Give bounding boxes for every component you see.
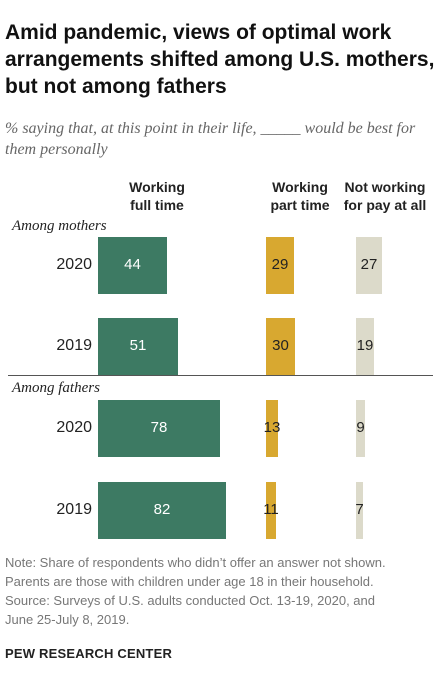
data-label: 9: [356, 419, 365, 436]
data-label: 44: [124, 256, 141, 273]
year-label: 2019: [56, 337, 92, 354]
chart-title: Amid pandemic, views of optimal work arr…: [5, 21, 435, 98]
data-label: 19: [356, 337, 374, 354]
column-header: Not working for pay at all: [343, 179, 427, 213]
bar: [356, 318, 374, 375]
year-label: 2020: [56, 419, 92, 436]
bar: [98, 237, 167, 294]
chart-notes: Note: Share of respondents who didn’t of…: [5, 553, 440, 629]
data-label: 30: [272, 337, 289, 354]
bar: [266, 400, 278, 457]
bar: [266, 482, 276, 539]
bar: [356, 237, 382, 294]
data-label: 29: [271, 256, 289, 273]
group-label: Among mothers: [12, 218, 107, 234]
group-label: Among fathers: [12, 380, 100, 396]
bar: [98, 400, 220, 457]
data-label: 13: [263, 419, 281, 436]
bar: [98, 482, 226, 539]
data-label: 82: [153, 501, 171, 518]
column-header: Working full time: [129, 179, 185, 213]
bar: [356, 482, 363, 539]
data-label: 11: [263, 501, 279, 518]
year-label: 2019: [56, 501, 92, 518]
chart-subtitle: % saying that, at this point in their li…: [5, 120, 416, 158]
group-divider: [8, 375, 433, 376]
data-label: 51: [129, 337, 147, 354]
pew-research-center-brand: PEW RESEARCH CENTER: [5, 646, 173, 661]
bar: [266, 318, 295, 375]
bar: [98, 318, 178, 375]
column-header: Working part time: [270, 179, 330, 213]
bar: [356, 400, 365, 457]
source-line: Source: Surveys of U.S. adults conducted…: [5, 593, 375, 608]
year-label: 2020: [56, 256, 92, 273]
source-line: June 25-July 8, 2019.: [5, 612, 130, 627]
bar: [266, 237, 294, 294]
data-label: 27: [360, 256, 378, 273]
note-line: Note: Share of respondents who didn’t of…: [5, 555, 386, 570]
note-line: Parents are those with children under ag…: [5, 574, 374, 589]
data-label: 78: [150, 419, 168, 436]
data-label: 7: [355, 501, 364, 518]
